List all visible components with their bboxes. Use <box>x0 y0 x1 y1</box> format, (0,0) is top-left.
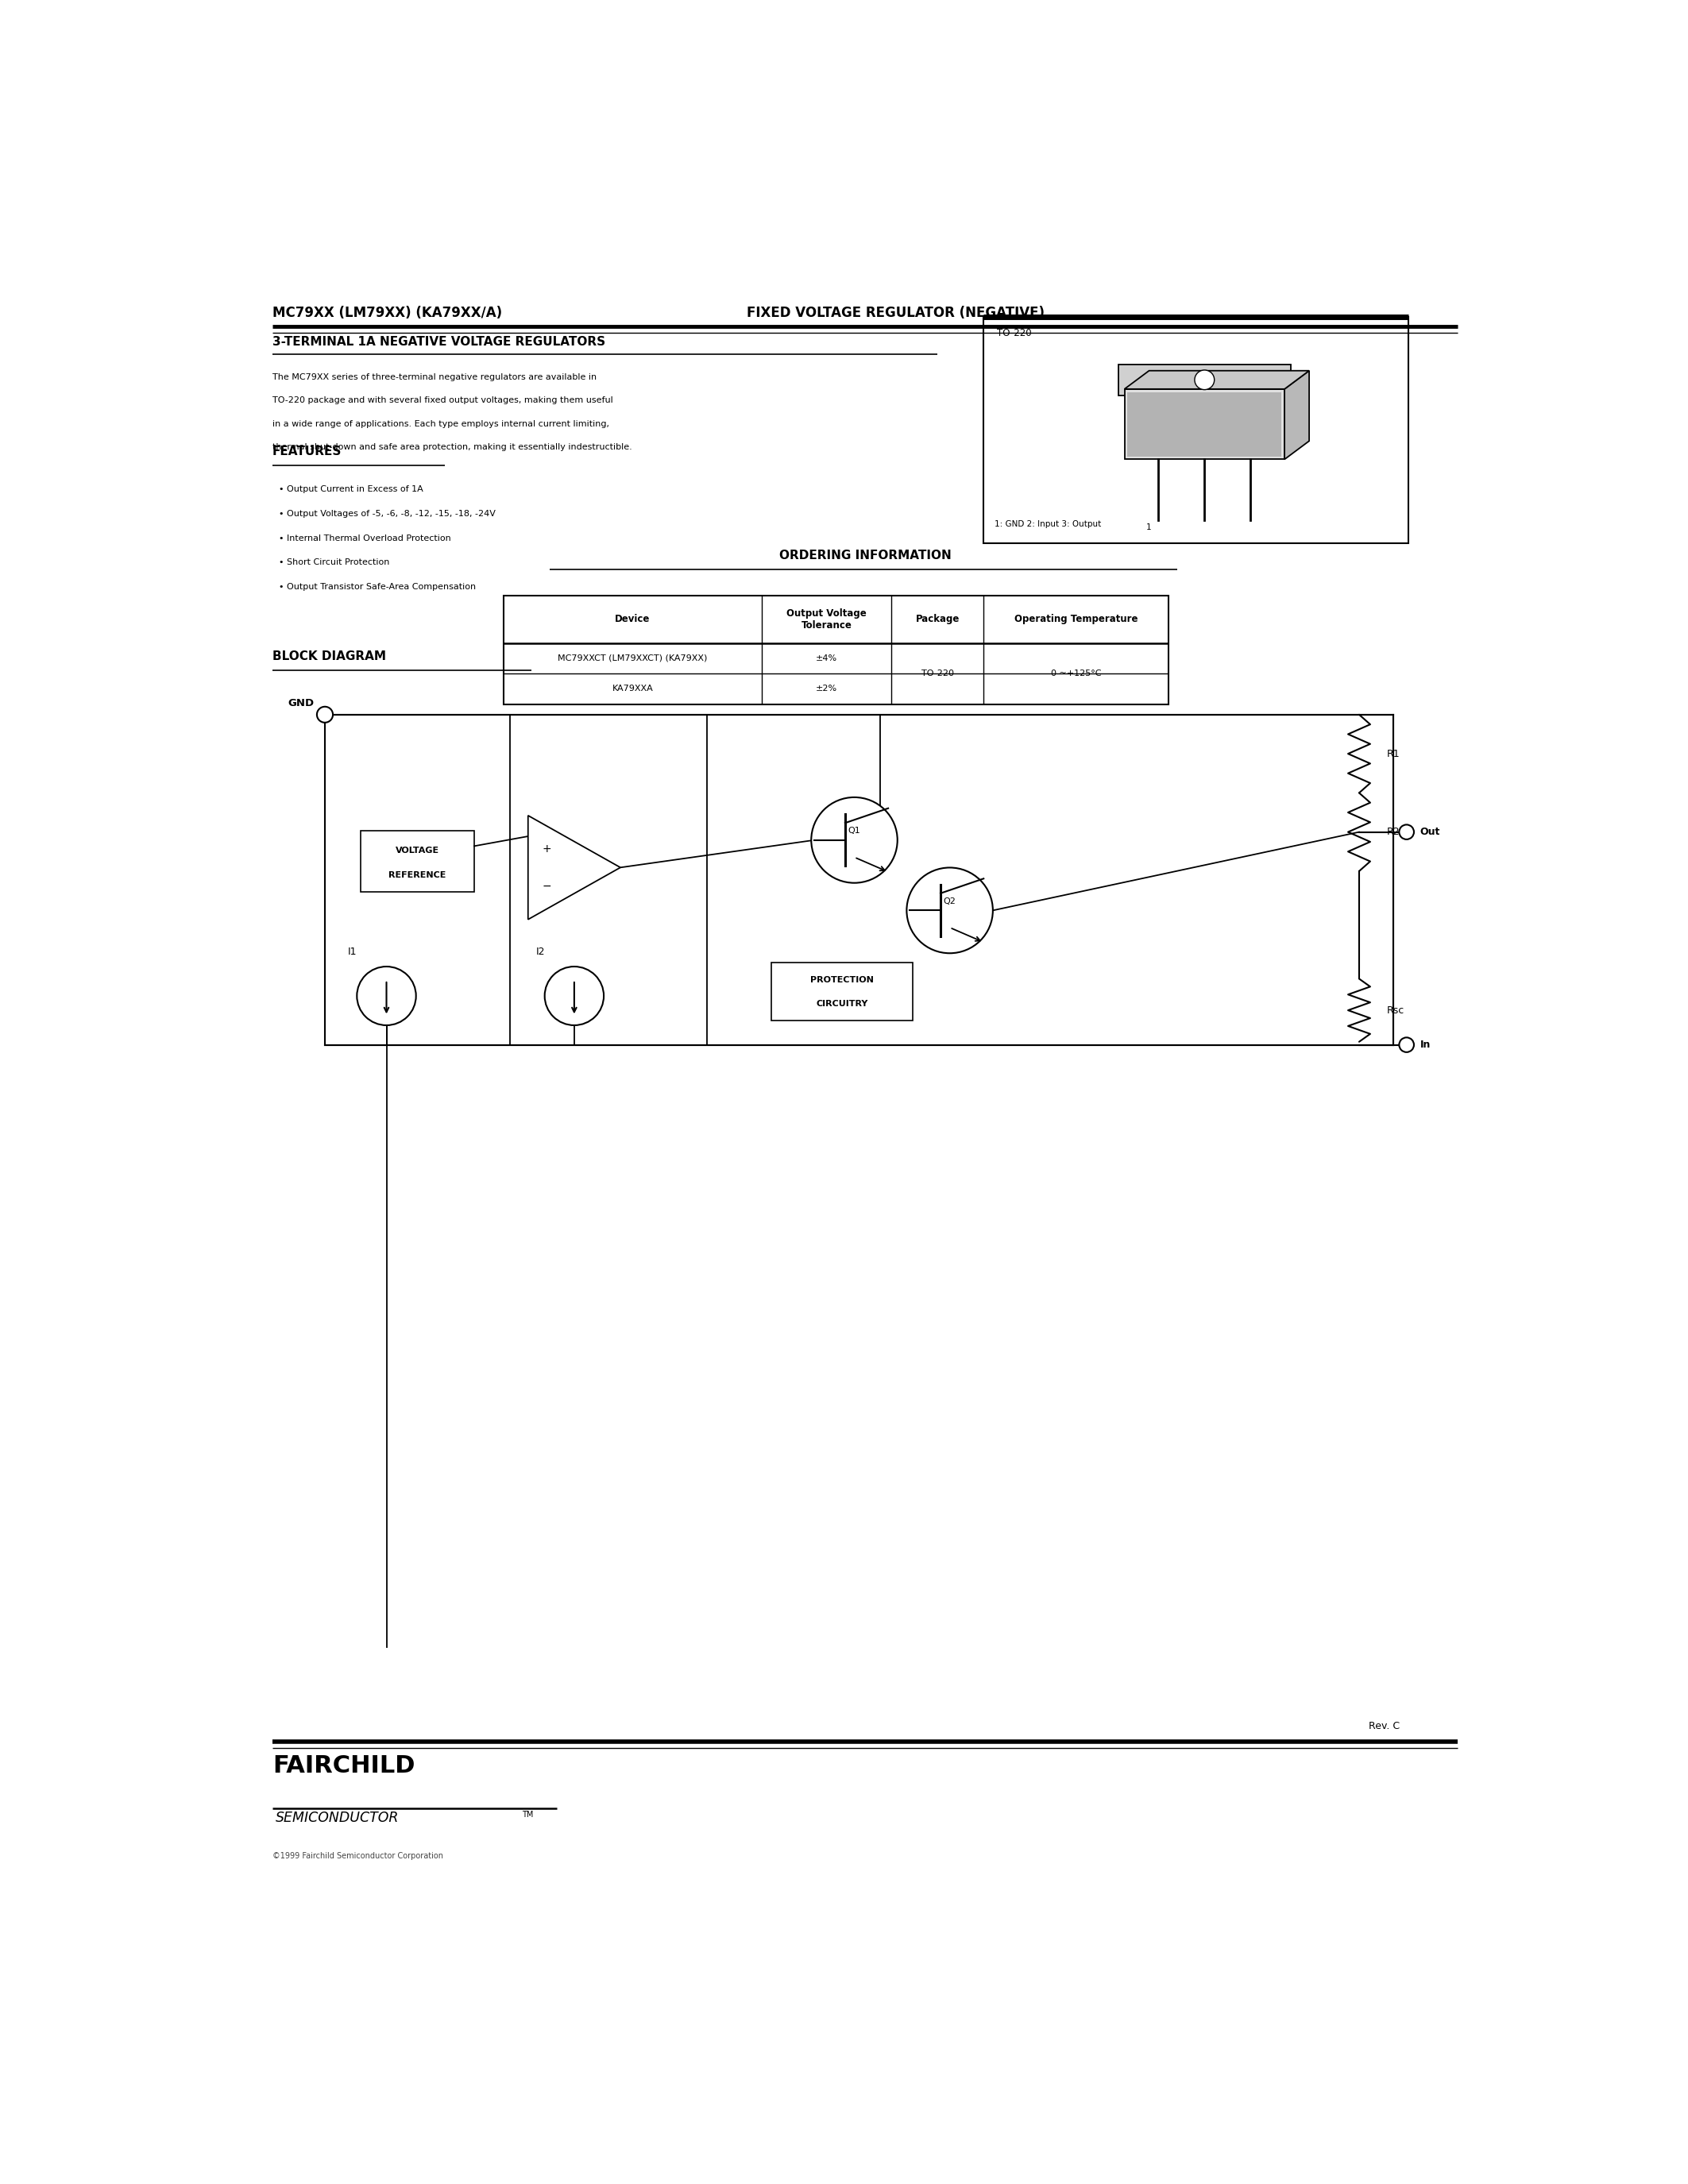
FancyBboxPatch shape <box>324 714 1393 1044</box>
Circle shape <box>812 797 898 882</box>
Text: The MC79XX series of three-terminal negative regulators are available in: The MC79XX series of three-terminal nega… <box>272 373 598 382</box>
Text: Operating Temperature: Operating Temperature <box>1014 614 1138 625</box>
Text: Q2: Q2 <box>944 898 955 904</box>
Text: R1: R1 <box>1388 749 1399 758</box>
FancyBboxPatch shape <box>1124 389 1285 459</box>
Text: Device: Device <box>614 614 650 625</box>
Text: ©1999 Fairchild Semiconductor Corporation: ©1999 Fairchild Semiconductor Corporatio… <box>272 1852 444 1861</box>
Text: KA79XXA: KA79XXA <box>613 686 653 692</box>
Text: • Internal Thermal Overload Protection: • Internal Thermal Overload Protection <box>279 535 451 542</box>
Text: TO-220: TO-220 <box>922 670 954 677</box>
Circle shape <box>545 968 604 1024</box>
Text: GND: GND <box>289 699 314 708</box>
Text: SEMICONDUCTOR: SEMICONDUCTOR <box>275 1811 398 1826</box>
FancyBboxPatch shape <box>771 963 913 1020</box>
Text: FIXED VOLTAGE REGULATOR (NEGATIVE): FIXED VOLTAGE REGULATOR (NEGATIVE) <box>746 306 1045 321</box>
FancyBboxPatch shape <box>1128 393 1281 456</box>
Text: MC79XX (LM79XX) (KA79XX/A): MC79XX (LM79XX) (KA79XX/A) <box>272 306 503 321</box>
Text: +: + <box>542 843 550 854</box>
Text: TM: TM <box>522 1811 533 1819</box>
Text: Package: Package <box>915 614 959 625</box>
Text: • Output Current in Excess of 1A: • Output Current in Excess of 1A <box>279 485 424 494</box>
Polygon shape <box>1285 371 1310 459</box>
Circle shape <box>906 867 993 952</box>
Text: R2: R2 <box>1388 828 1399 836</box>
Text: in a wide range of applications. Each type employs internal current limiting,: in a wide range of applications. Each ty… <box>272 419 609 428</box>
Text: I2: I2 <box>535 948 545 957</box>
Circle shape <box>1399 826 1415 839</box>
Text: CIRCUITRY: CIRCUITRY <box>815 1000 868 1009</box>
Text: • Output Voltages of -5, -6, -8, -12, -15, -18, -24V: • Output Voltages of -5, -6, -8, -12, -1… <box>279 509 496 518</box>
Polygon shape <box>1119 365 1291 395</box>
Polygon shape <box>1124 371 1310 389</box>
Text: Rev. C: Rev. C <box>1369 1721 1399 1732</box>
FancyBboxPatch shape <box>503 596 1168 703</box>
Text: Output Voltage
Tolerance: Output Voltage Tolerance <box>787 607 866 631</box>
Circle shape <box>1195 369 1214 389</box>
FancyBboxPatch shape <box>984 317 1408 544</box>
Text: 1: GND 2: Input 3: Output: 1: GND 2: Input 3: Output <box>994 520 1101 529</box>
Text: MC79XXCT (LM79XXCT) (KA79XX): MC79XXCT (LM79XXCT) (KA79XX) <box>557 655 707 662</box>
Text: ±4%: ±4% <box>815 655 837 662</box>
Circle shape <box>356 968 415 1024</box>
Text: ORDERING INFORMATION: ORDERING INFORMATION <box>780 550 952 561</box>
Text: • Short Circuit Protection: • Short Circuit Protection <box>279 559 390 566</box>
Text: Q1: Q1 <box>847 828 861 834</box>
Text: TO-220: TO-220 <box>998 328 1031 339</box>
Text: ±2%: ±2% <box>815 686 837 692</box>
Text: BLOCK DIAGRAM: BLOCK DIAGRAM <box>272 651 387 662</box>
Text: • Output Transistor Safe-Area Compensation: • Output Transistor Safe-Area Compensati… <box>279 583 476 592</box>
FancyBboxPatch shape <box>360 830 474 891</box>
Text: Rsc: Rsc <box>1388 1005 1404 1016</box>
Text: −: − <box>542 880 550 891</box>
Text: TO-220 package and with several fixed output voltages, making them useful: TO-220 package and with several fixed ou… <box>272 397 613 404</box>
Text: I1: I1 <box>348 948 358 957</box>
Text: REFERENCE: REFERENCE <box>388 871 446 878</box>
Text: 0 ~+125°C: 0 ~+125°C <box>1050 670 1101 677</box>
Text: PROTECTION: PROTECTION <box>810 976 874 983</box>
Text: thermal shut-down and safe area protection, making it essentially indestructible: thermal shut-down and safe area protecti… <box>272 443 633 452</box>
Text: Out: Out <box>1420 828 1440 836</box>
Circle shape <box>317 708 333 723</box>
Text: 3-TERMINAL 1A NEGATIVE VOLTAGE REGULATORS: 3-TERMINAL 1A NEGATIVE VOLTAGE REGULATOR… <box>272 336 606 347</box>
Text: In: In <box>1420 1040 1431 1051</box>
Polygon shape <box>528 815 621 919</box>
Text: 1: 1 <box>1146 524 1151 531</box>
Text: VOLTAGE: VOLTAGE <box>395 847 439 854</box>
Circle shape <box>1399 1037 1415 1053</box>
Text: FEATURES: FEATURES <box>272 446 343 459</box>
Text: FAIRCHILD: FAIRCHILD <box>272 1754 415 1778</box>
